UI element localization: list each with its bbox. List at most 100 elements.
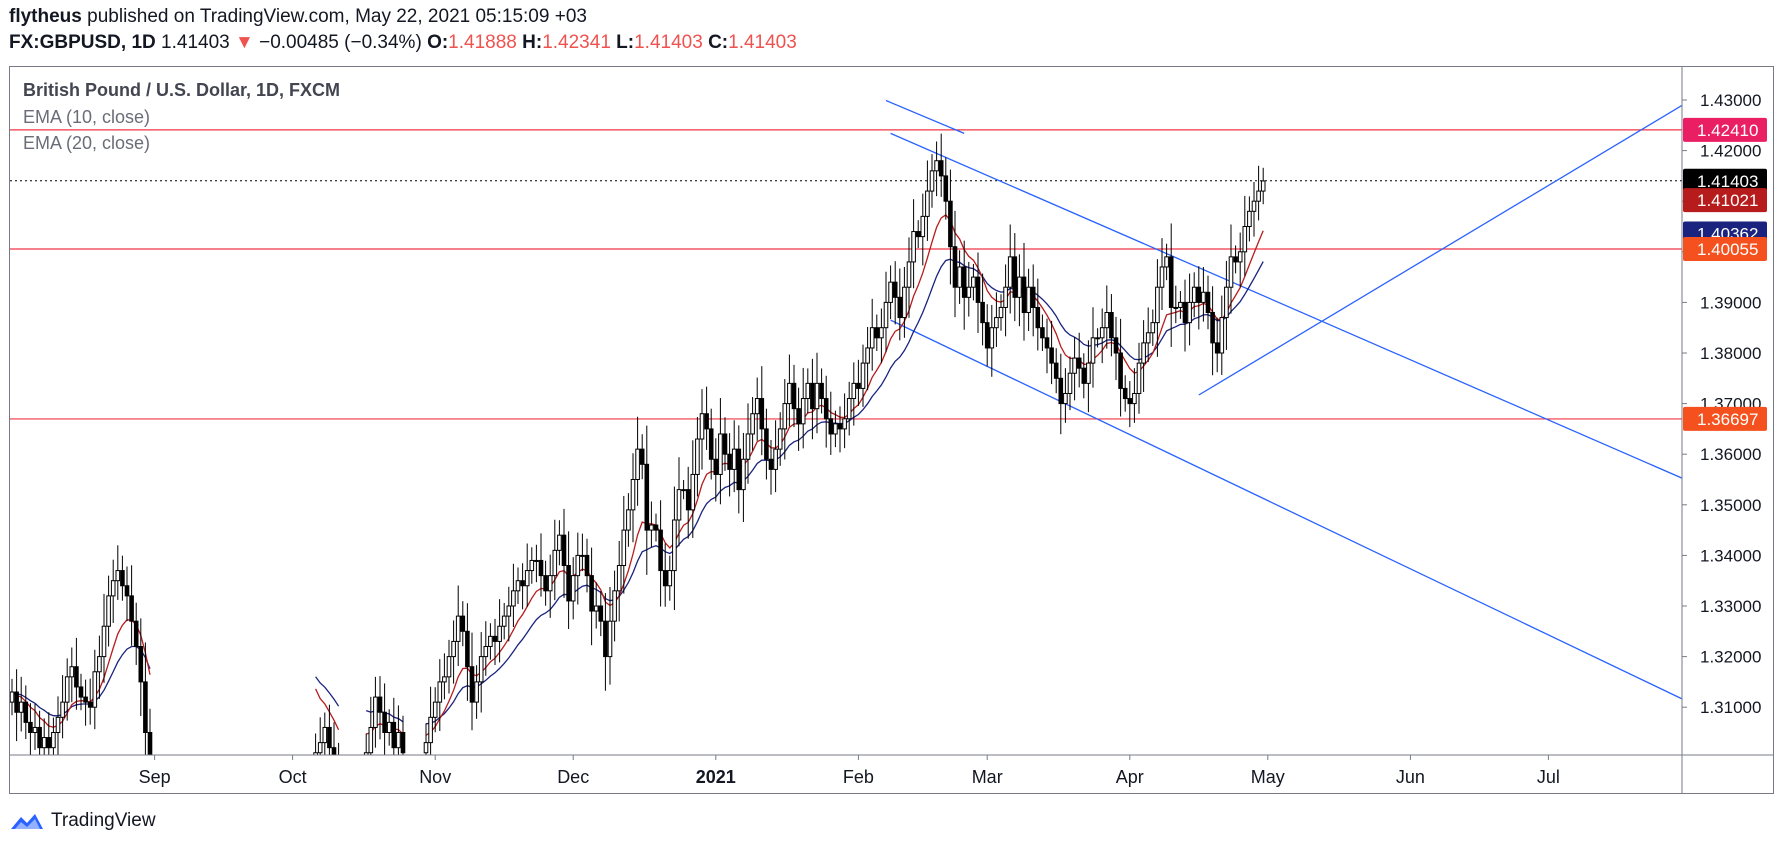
candle-body[interactable] (28, 721, 33, 734)
candle-body[interactable] (331, 747, 337, 758)
candle-body[interactable] (524, 570, 530, 587)
candle-body[interactable] (515, 580, 521, 592)
candle-body[interactable] (1127, 398, 1133, 405)
candle-body[interactable] (97, 656, 102, 673)
candle-body[interactable] (575, 554, 581, 577)
candle-body[interactable] (78, 686, 84, 698)
candle-body[interactable] (662, 570, 668, 587)
candle-body[interactable] (984, 322, 990, 349)
candle-body[interactable] (561, 534, 567, 567)
candle-body[interactable] (1145, 332, 1151, 344)
candle-body[interactable] (391, 721, 397, 749)
candle-body[interactable] (676, 489, 682, 521)
candle-body[interactable] (819, 382, 824, 400)
candle-body[interactable] (948, 200, 953, 248)
candle-body[interactable] (69, 666, 75, 678)
candle-body[interactable] (745, 433, 751, 460)
chart-frame[interactable] (9, 66, 1774, 794)
candle-body[interactable] (722, 433, 728, 455)
candle-body[interactable] (446, 656, 452, 678)
candle-body[interactable] (120, 570, 125, 587)
candle-body[interactable] (483, 645, 489, 658)
candle-body[interactable] (60, 701, 65, 718)
candle-body[interactable] (1007, 256, 1013, 288)
candle-body[interactable] (10, 691, 15, 703)
candle-body[interactable] (1090, 337, 1096, 364)
price-label[interactable]: 1.41403 (1683, 168, 1767, 193)
candle-body[interactable] (584, 554, 590, 577)
candle-body[interactable] (938, 160, 944, 177)
candle-body[interactable] (382, 711, 387, 734)
candle-body[interactable] (860, 362, 866, 389)
candle-body[interactable] (1113, 337, 1119, 354)
candle-body[interactable] (313, 752, 318, 763)
candle-body[interactable] (1081, 367, 1087, 384)
candle-body[interactable] (1141, 342, 1146, 364)
candle-body[interactable] (764, 428, 769, 460)
candle-body[interactable] (851, 382, 857, 400)
candle-body[interactable] (1214, 342, 1220, 354)
candle-body[interactable] (469, 666, 475, 703)
candle-body[interactable] (1168, 256, 1174, 308)
candle-body[interactable] (506, 605, 512, 617)
candle-body[interactable] (787, 382, 792, 405)
candle-body[interactable] (713, 458, 719, 475)
candle-body[interactable] (534, 559, 539, 562)
candle-body[interactable] (428, 716, 433, 744)
candle-body[interactable] (124, 585, 130, 597)
candle-body[interactable] (1104, 312, 1110, 329)
candle-body[interactable] (957, 266, 962, 288)
candle-body[interactable] (101, 625, 107, 658)
candle-body[interactable] (46, 737, 52, 749)
candle-body[interactable] (603, 620, 608, 658)
candle-body[interactable] (690, 473, 696, 511)
candle-body[interactable] (138, 645, 144, 683)
candle-body[interactable] (998, 306, 1004, 319)
candle-body[interactable] (616, 565, 622, 592)
candle-body[interactable] (51, 732, 56, 749)
candle-body[interactable] (115, 570, 121, 582)
candle-body[interactable] (672, 519, 677, 572)
candle-body[interactable] (708, 428, 714, 460)
legend-ema10[interactable]: EMA (10, close) (23, 107, 151, 127)
candle-body[interactable] (538, 559, 544, 577)
candle-body[interactable] (87, 701, 93, 708)
candle-body[interactable] (971, 276, 976, 288)
candle-body[interactable] (695, 438, 700, 475)
candle-body[interactable] (994, 317, 999, 329)
candle-body[interactable] (1164, 256, 1169, 268)
candle-body[interactable] (810, 382, 815, 410)
candle-body[interactable] (368, 726, 374, 754)
candle-body[interactable] (823, 398, 829, 420)
candle-body[interactable] (460, 615, 466, 632)
candle-body[interactable] (363, 752, 369, 763)
candle-body[interactable] (630, 479, 636, 511)
price-label[interactable]: 1.40055 (1683, 237, 1767, 262)
candle-body[interactable] (455, 615, 461, 642)
candle-body[interactable] (658, 529, 663, 572)
candle-body[interactable] (106, 595, 111, 627)
candle-body[interactable] (1228, 256, 1234, 288)
candle-body[interactable] (612, 590, 617, 622)
candle-body[interactable] (952, 246, 958, 288)
candle-body[interactable] (731, 448, 737, 470)
candle-body[interactable] (1201, 291, 1206, 303)
candle-body[interactable] (773, 448, 778, 470)
candle-body[interactable] (1173, 306, 1179, 309)
candle-body[interactable] (759, 398, 765, 430)
candle-body[interactable] (1219, 317, 1225, 354)
candle-body[interactable] (796, 408, 801, 425)
candle-body[interactable] (566, 565, 571, 602)
candle-body[interactable] (966, 286, 972, 298)
candle-body[interactable] (777, 428, 783, 450)
candle-body[interactable] (129, 595, 134, 622)
candle-body[interactable] (1067, 372, 1073, 394)
candle-body[interactable] (1063, 392, 1068, 405)
candle-body[interactable] (892, 281, 898, 298)
candle-body[interactable] (1251, 200, 1257, 212)
candle-body[interactable] (442, 676, 447, 683)
candle-body[interactable] (570, 575, 576, 602)
candle-body[interactable] (1196, 286, 1202, 303)
candle-body[interactable] (14, 691, 19, 713)
candle-body[interactable] (727, 453, 732, 470)
